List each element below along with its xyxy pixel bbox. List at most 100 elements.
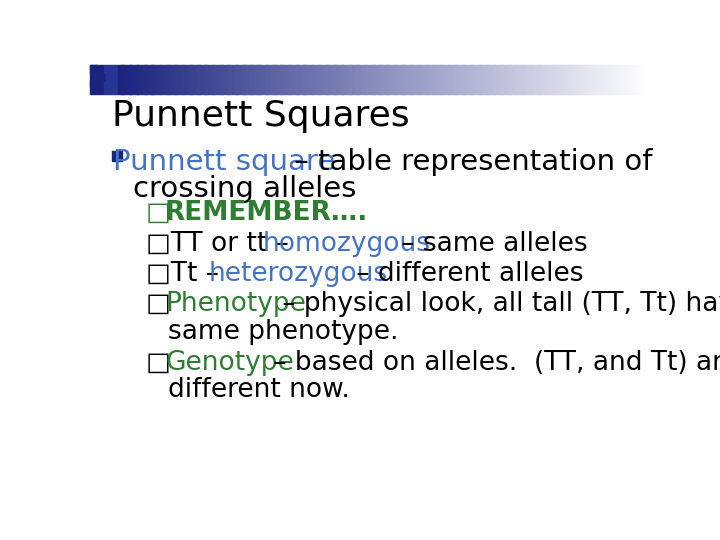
- Text: Phenotype: Phenotype: [165, 291, 306, 317]
- Bar: [228, 65, 230, 94]
- Bar: [574, 65, 576, 94]
- Bar: [258, 65, 260, 94]
- Text: □: □: [145, 291, 171, 317]
- Text: Punnett Squares: Punnett Squares: [112, 99, 410, 133]
- Bar: [590, 65, 592, 94]
- Bar: [238, 65, 240, 94]
- Bar: [328, 65, 330, 94]
- Bar: [647, 65, 649, 94]
- Bar: [208, 65, 210, 94]
- Bar: [609, 65, 611, 94]
- Bar: [489, 65, 491, 94]
- Bar: [360, 65, 362, 94]
- Bar: [371, 65, 373, 94]
- Bar: [639, 65, 642, 94]
- Bar: [600, 65, 603, 94]
- Bar: [454, 65, 456, 94]
- Bar: [348, 65, 350, 94]
- Bar: [344, 65, 346, 94]
- Bar: [427, 65, 429, 94]
- Bar: [567, 65, 569, 94]
- Bar: [171, 65, 173, 94]
- Bar: [547, 65, 549, 94]
- Bar: [474, 65, 477, 94]
- Bar: [180, 65, 182, 94]
- Bar: [552, 65, 554, 94]
- Bar: [233, 65, 235, 94]
- Bar: [644, 65, 647, 94]
- Bar: [333, 65, 336, 94]
- Bar: [535, 65, 537, 94]
- Bar: [143, 65, 145, 94]
- Bar: [259, 65, 261, 94]
- Bar: [492, 65, 495, 94]
- Bar: [394, 65, 396, 94]
- Bar: [162, 65, 164, 94]
- Bar: [294, 65, 297, 94]
- Bar: [521, 65, 523, 94]
- Bar: [438, 65, 440, 94]
- Bar: [431, 65, 433, 94]
- Bar: [562, 65, 564, 94]
- Bar: [330, 65, 332, 94]
- Bar: [213, 65, 215, 94]
- Bar: [212, 65, 214, 94]
- Bar: [291, 65, 293, 94]
- Bar: [588, 65, 590, 94]
- Bar: [270, 65, 272, 94]
- Bar: [125, 65, 127, 94]
- Text: □: □: [145, 350, 171, 376]
- Bar: [251, 65, 253, 94]
- Bar: [554, 65, 557, 94]
- Bar: [369, 65, 371, 94]
- Bar: [593, 65, 595, 94]
- Bar: [130, 65, 132, 94]
- Bar: [197, 65, 199, 94]
- Bar: [127, 65, 129, 94]
- Bar: [112, 151, 122, 161]
- Bar: [240, 65, 242, 94]
- Bar: [323, 65, 325, 94]
- Bar: [199, 65, 202, 94]
- Bar: [500, 65, 502, 94]
- Text: – different alleles: – different alleles: [348, 261, 583, 287]
- Bar: [302, 65, 304, 94]
- Bar: [120, 65, 122, 94]
- Bar: [383, 65, 385, 94]
- Bar: [503, 65, 505, 94]
- Bar: [297, 65, 299, 94]
- Bar: [608, 65, 610, 94]
- Bar: [325, 65, 327, 94]
- Bar: [90, 65, 104, 94]
- Bar: [151, 65, 153, 94]
- Bar: [519, 65, 521, 94]
- Bar: [597, 65, 599, 94]
- Bar: [220, 65, 222, 94]
- Bar: [423, 65, 426, 94]
- Bar: [321, 65, 323, 94]
- Bar: [271, 65, 274, 94]
- Bar: [641, 65, 643, 94]
- Bar: [387, 65, 389, 94]
- Bar: [621, 65, 624, 94]
- Bar: [303, 65, 305, 94]
- Bar: [533, 65, 535, 94]
- Bar: [507, 65, 509, 94]
- Bar: [614, 65, 616, 94]
- Bar: [559, 65, 562, 94]
- Bar: [219, 65, 221, 94]
- Bar: [242, 65, 244, 94]
- Bar: [300, 65, 302, 94]
- Bar: [189, 65, 191, 94]
- Bar: [443, 65, 445, 94]
- Bar: [161, 65, 163, 94]
- Bar: [513, 65, 516, 94]
- Bar: [575, 65, 577, 94]
- Bar: [388, 65, 390, 94]
- Bar: [359, 65, 361, 94]
- Bar: [365, 65, 367, 94]
- Bar: [606, 65, 608, 94]
- Bar: [450, 65, 452, 94]
- Text: – based on alleles.  (TT, and Tt) are: – based on alleles. (TT, and Tt) are: [265, 350, 720, 376]
- Bar: [376, 65, 378, 94]
